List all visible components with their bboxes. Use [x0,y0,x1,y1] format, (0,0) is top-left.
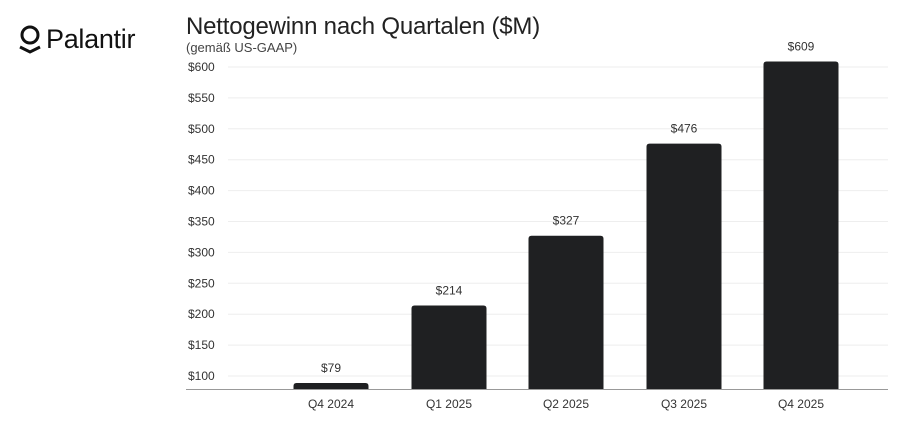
y-tick-label: $200 [188,307,215,321]
y-tick-label: $250 [188,276,215,290]
y-tick-label: $400 [188,184,215,198]
bar [763,61,839,390]
data-label: $476 [671,122,698,136]
palantir-logo: Palantir [18,24,135,55]
y-tick-label: $350 [188,215,215,229]
bar [293,383,369,389]
y-tick-label: $500 [188,122,215,136]
palantir-logo-icon [19,25,41,54]
y-tick-label: $550 [188,91,215,105]
bar [646,143,722,389]
data-label: $609 [788,39,815,53]
chart-title: Nettogewinn nach Quartalen ($M) [186,13,540,40]
brand-name: Palantir [46,24,136,54]
x-tick-label: Q4 2024 [308,397,354,411]
x-tick-label: Q4 2025 [778,397,824,411]
x-tick-label: Q3 2025 [661,397,707,411]
y-tick-label: $300 [188,245,215,259]
y-tick-label: $150 [188,338,215,352]
bar [528,235,604,389]
chart-subtitle: (gemäß US-GAAP) [186,40,298,55]
x-tick-label: Q1 2025 [426,397,472,411]
data-label: $327 [553,214,580,228]
y-tick-label: $600 [188,60,215,74]
y-tick-label: $100 [188,369,215,383]
x-tick-label: Q2 2025 [543,397,589,411]
data-label: $79 [321,361,341,375]
y-tick-label: $450 [188,153,215,167]
data-label: $214 [436,284,463,298]
bar [411,305,487,389]
